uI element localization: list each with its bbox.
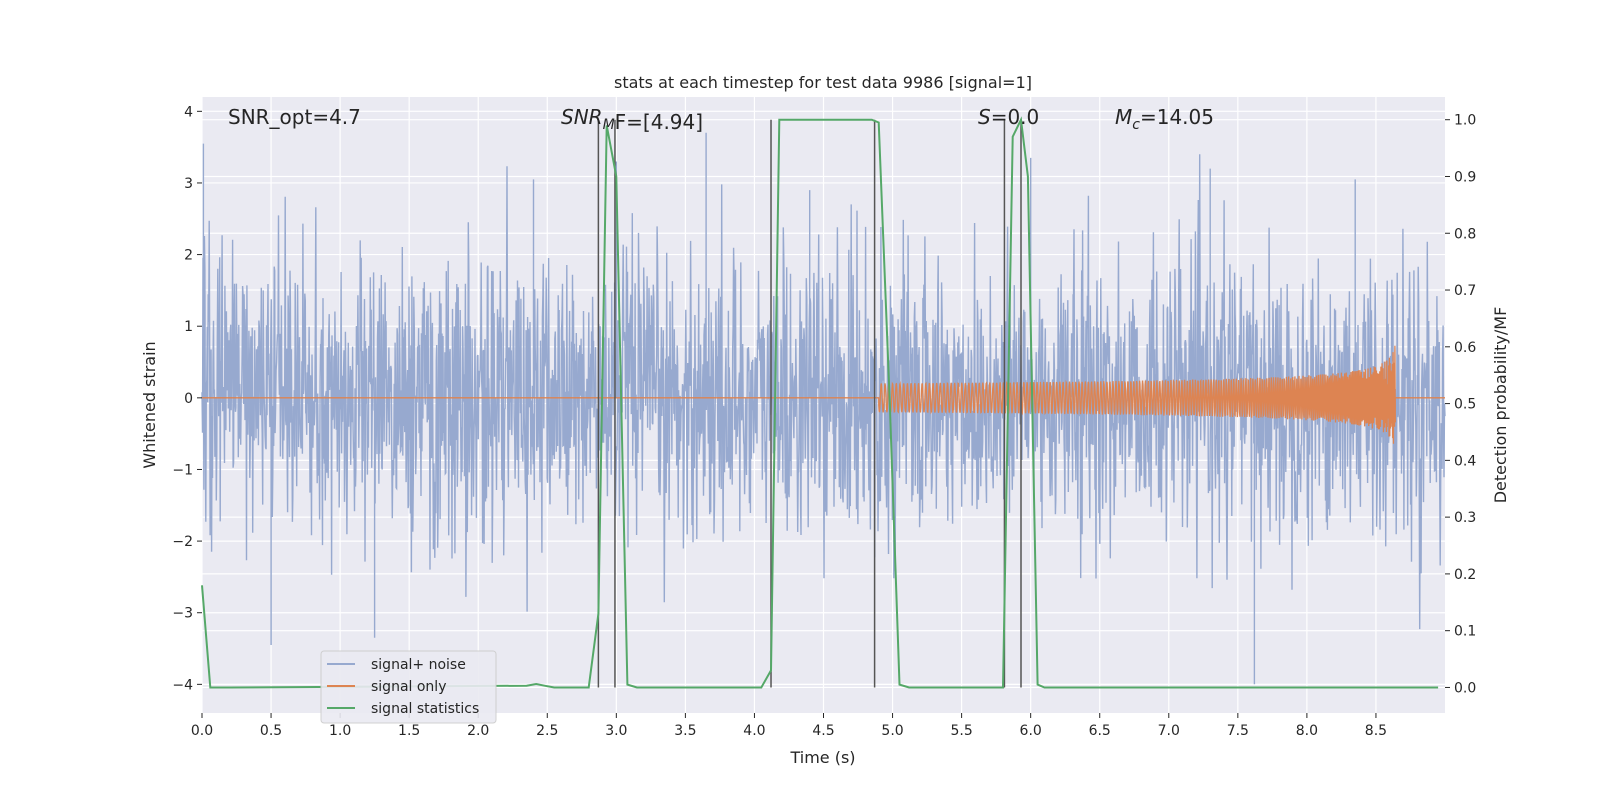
x-tick-label-3: 1.5: [398, 723, 420, 739]
y-tick-label-right-9: 0.9: [1454, 169, 1476, 185]
y-tick-label-4: 0: [184, 391, 193, 407]
y-tick-labels: −4 −3 −2 −1 0 1 2 3 4: [172, 104, 202, 693]
y-tick-label-right-7: 0.7: [1454, 283, 1476, 299]
legend: signal+ noise signal only signal statist…: [320, 650, 497, 724]
annotation-s-main: S: [978, 105, 991, 129]
x-tick-label-16: 8.0: [1296, 723, 1318, 739]
y-tick-label-right-3: 0.3: [1454, 510, 1476, 526]
y-tick-label-right-1: 0.1: [1454, 624, 1476, 640]
annotation-mc-tail: =14.05: [1140, 105, 1214, 129]
x-tick-label-1: 0.5: [260, 723, 282, 739]
y-tick-label-1: −3: [172, 606, 193, 622]
chirp-line: [202, 345, 1445, 444]
x-tick-label-12: 6.0: [1020, 723, 1042, 739]
annotation-s-tail: =0.0: [991, 105, 1040, 129]
y-axis-label: Whitened strain: [140, 341, 159, 468]
y-tick-label-3: −1: [172, 462, 193, 478]
x-tick-label-9: 4.5: [812, 723, 834, 739]
y-tick-label-right-0: 0.0: [1454, 680, 1476, 696]
annotation-snr-mf-tail: F=[4.94]: [615, 110, 703, 134]
y-tick-label-right-8: 0.8: [1454, 226, 1476, 242]
y-tick-label-right-6: 0.6: [1454, 340, 1476, 356]
annotation-mc-main: M: [1115, 105, 1132, 129]
annotation-s: S=0.0: [978, 105, 1039, 129]
annotation-snr-mf-main: SNR: [561, 105, 603, 129]
x-tick-label-17: 8.5: [1365, 723, 1387, 739]
x-axis-label: Time (s): [789, 748, 855, 767]
y-tick-label-right-10: 1.0: [1454, 113, 1476, 129]
y-tick-label-right-4: 0.4: [1454, 453, 1476, 469]
y-tick-label-0: −4: [172, 677, 193, 693]
x-tick-label-10: 5.0: [881, 723, 903, 739]
y-tick-label-2: −2: [172, 534, 193, 550]
legend-box: [320, 650, 497, 724]
legend-label-noise: signal+ noise: [371, 657, 466, 673]
legend-label-signal: signal only: [371, 679, 446, 695]
annotation-snr-mf: SNRMF=[4.94]: [561, 105, 703, 134]
y-axis-label-right: Detection probability/MF: [1491, 307, 1510, 504]
annotation-mc: Mc=14.05: [1115, 105, 1214, 133]
y-tick-label-6: 2: [184, 248, 193, 264]
x-tick-label-15: 7.5: [1227, 723, 1249, 739]
chart-title: stats at each timestep for test data 998…: [614, 73, 1032, 92]
x-tick-label-11: 5.5: [950, 723, 972, 739]
y-tick-label-5: 1: [184, 319, 193, 335]
x-tick-label-14: 7.0: [1158, 723, 1180, 739]
legend-label-stats: signal statistics: [371, 701, 479, 717]
x-tick-label-2: 1.0: [329, 723, 351, 739]
chirp-series: [202, 345, 1445, 444]
y-tick-label-7: 3: [184, 176, 193, 192]
x-tick-label-8: 4.0: [743, 723, 765, 739]
annotation-mc-sub: c: [1132, 117, 1140, 133]
y-tick-label-right-5: 0.5: [1454, 397, 1476, 413]
x-tick-label-6: 3.0: [605, 723, 627, 739]
x-tick-labels: 0.0 0.5 1.0 1.5 2.0 2.5 3.0 3.5 4.0 4.5 5.0 5.5 6.0 6…: [191, 713, 1387, 739]
annotation-snr-mf-sub: M: [603, 117, 615, 133]
y-tick-label-8: 4: [184, 104, 193, 120]
y-tick-label-right-2: 0.2: [1454, 567, 1476, 583]
x-tick-label-0: 0.0: [191, 723, 213, 739]
y-tick-labels-right: 0.0 0.1 0.2 0.3 0.4 0.5 0.6 0.7 0.8 0.9 1.0: [1445, 113, 1476, 696]
x-tick-label-13: 6.5: [1089, 723, 1111, 739]
x-tick-label-5: 2.5: [536, 723, 558, 739]
annotation-snr-opt: SNR_opt=4.7: [228, 105, 361, 129]
x-tick-label-4: 2.0: [467, 723, 489, 739]
x-tick-label-7: 3.5: [674, 723, 696, 739]
